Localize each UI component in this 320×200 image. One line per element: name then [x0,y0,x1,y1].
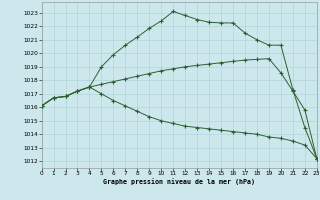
X-axis label: Graphe pression niveau de la mer (hPa): Graphe pression niveau de la mer (hPa) [103,178,255,185]
